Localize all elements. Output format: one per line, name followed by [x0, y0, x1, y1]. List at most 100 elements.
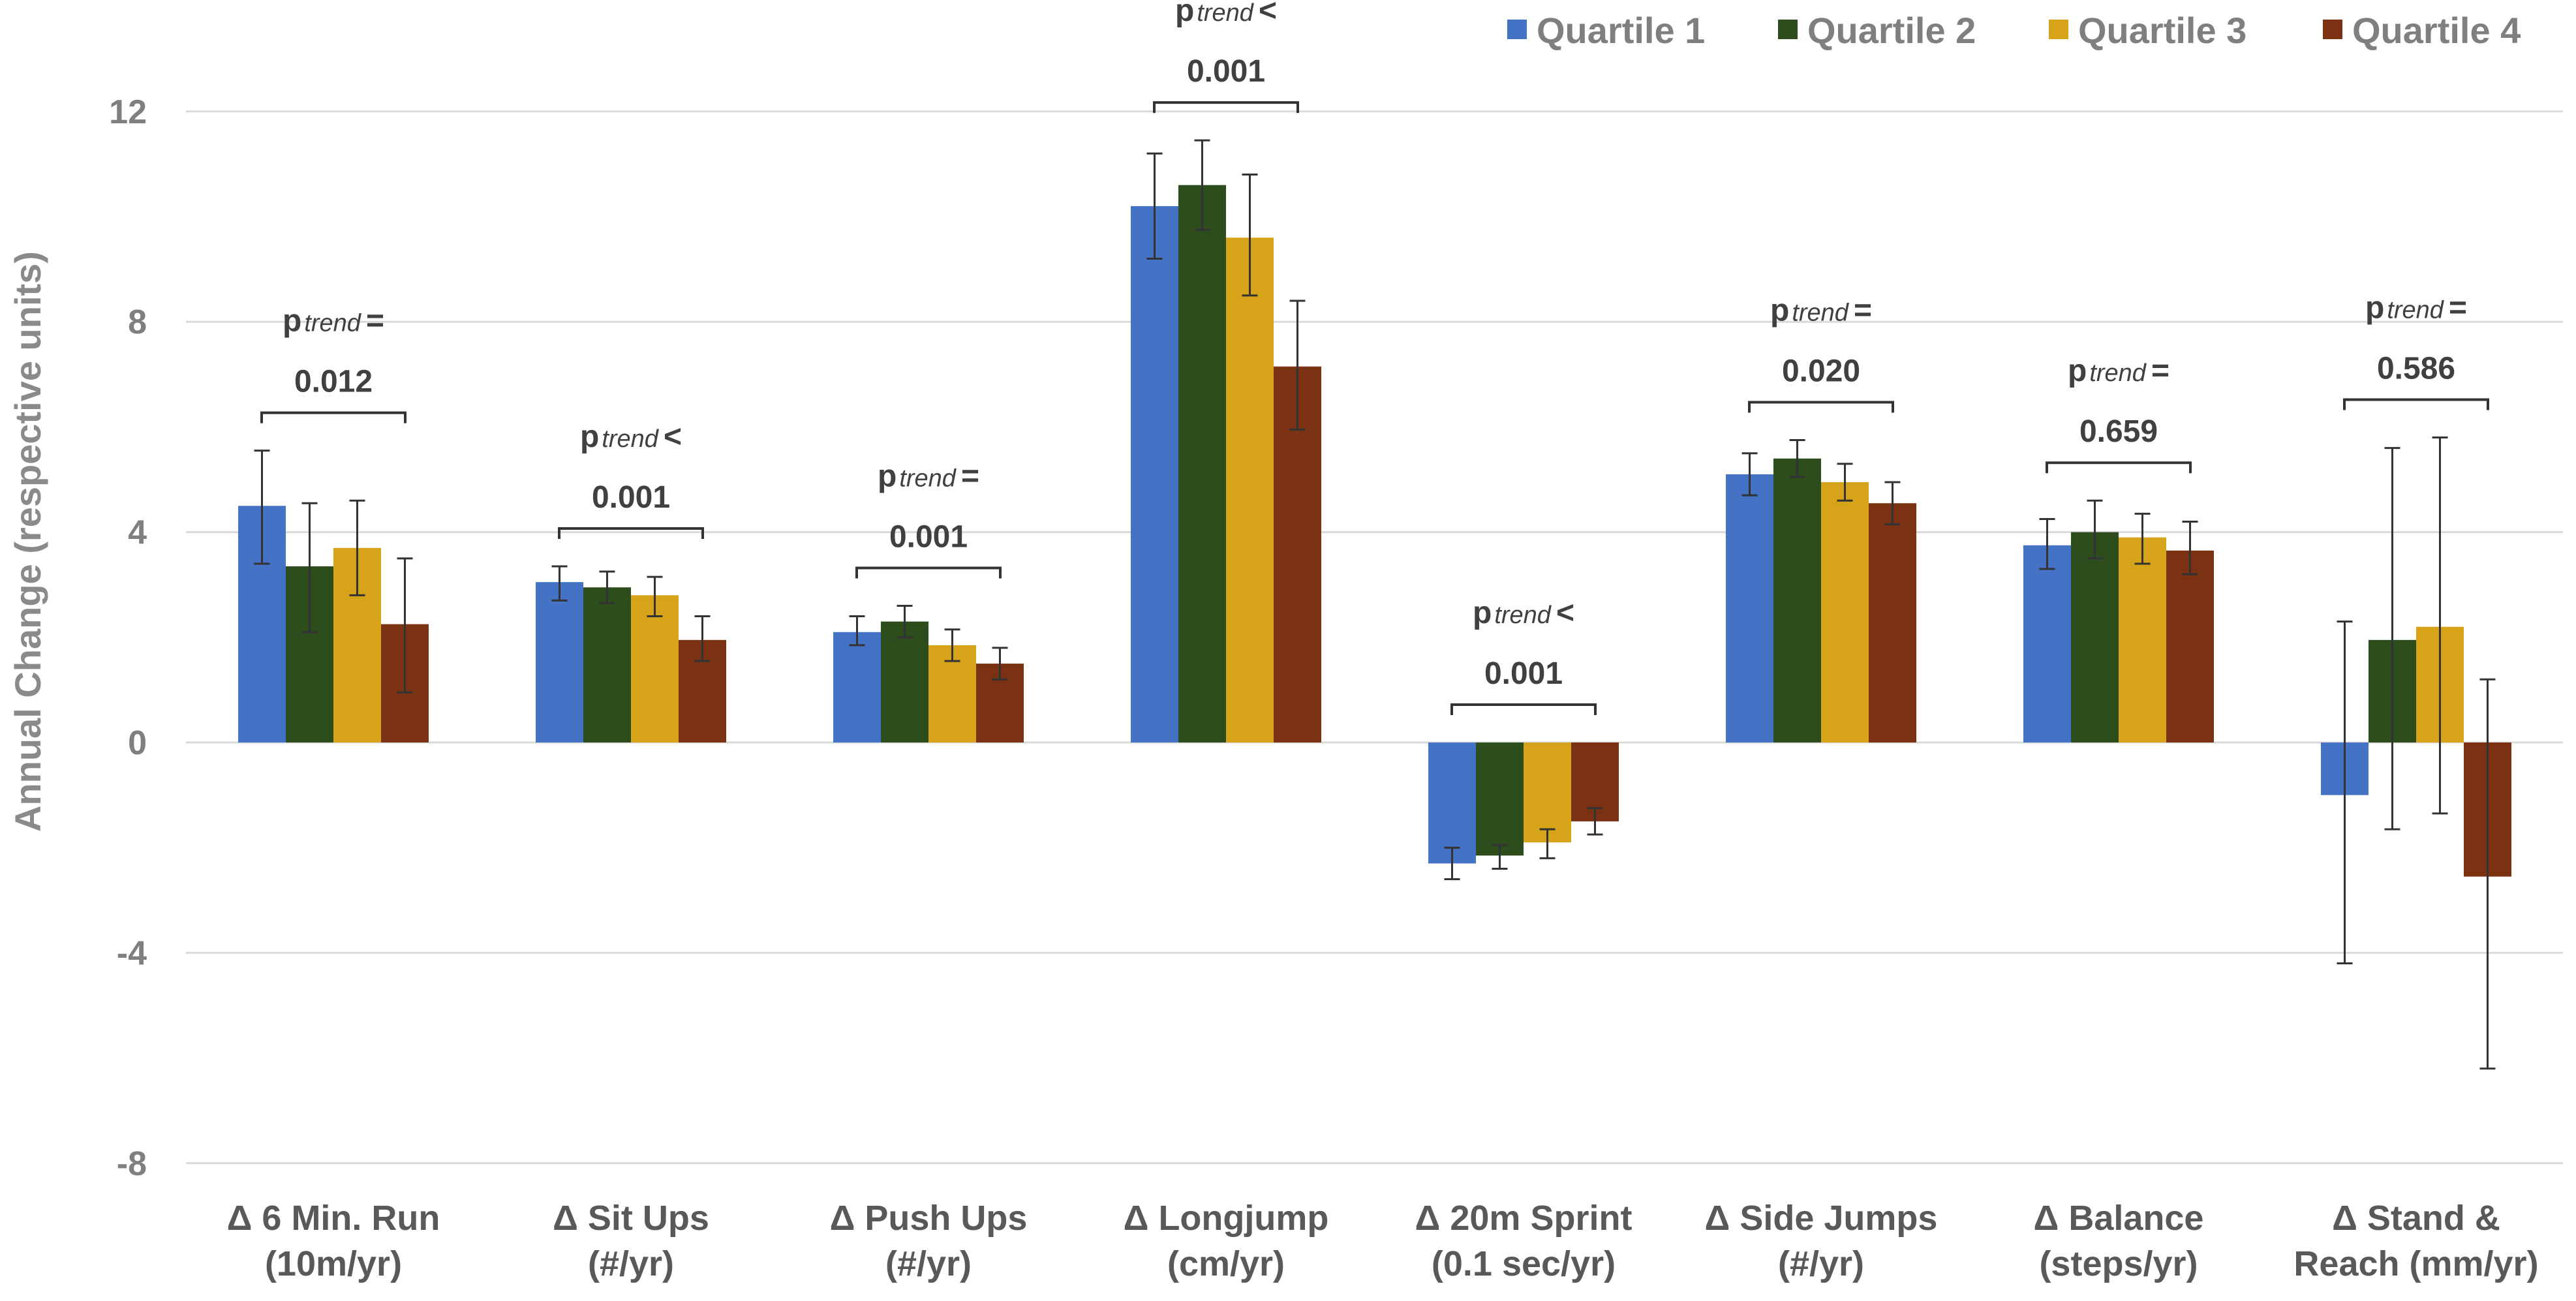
p-subscript: trend [1494, 602, 1552, 629]
x-category-label: Δ Sit Ups [553, 1199, 709, 1238]
y-tick-label: 0 [128, 724, 147, 762]
p-trend-label: p trend = [283, 304, 384, 339]
bar [1226, 237, 1274, 742]
y-axis-label: Annual Change (respective units) [7, 251, 48, 832]
p-subscript: trend [304, 310, 361, 337]
p-subscript: trend [2089, 360, 2147, 387]
category-group [238, 450, 429, 742]
legend-label: Quartile 3 [2078, 10, 2246, 51]
bar [1869, 503, 1916, 742]
legend-item: Quartile 4 [2323, 10, 2521, 51]
p-value: 0.012 [294, 365, 373, 399]
p-relation: = [961, 459, 979, 493]
bar [1476, 742, 1524, 856]
category-group [1428, 742, 1619, 881]
p-trend-label: p trend < [1175, 0, 1277, 28]
p-relation: < [1556, 596, 1574, 630]
p-value: 0.020 [1782, 354, 1860, 389]
bar [2071, 532, 2119, 742]
x-category-label: Δ Stand & [2332, 1199, 2500, 1238]
x-category-label: Δ Longjump [1124, 1199, 1329, 1238]
p-relation: = [1854, 294, 1872, 328]
bar [2166, 550, 2214, 742]
x-category-unit: (#/yr) [588, 1244, 674, 1283]
bars [238, 139, 2511, 1070]
significance-bracket [2046, 461, 2192, 474]
x-category-unit: Reach (mm/yr) [2293, 1244, 2538, 1283]
bar [2119, 537, 2166, 742]
category-group [2321, 436, 2511, 1070]
y-tick-label: 12 [109, 93, 147, 131]
y-tick-label: 4 [128, 514, 147, 552]
bar [2023, 545, 2071, 742]
p-symbol: p [1473, 596, 1492, 630]
bar [881, 621, 928, 742]
y-axis-ticks: -8 -4 0 4 8 12 [109, 93, 147, 1183]
x-category-label: Δ 20m Sprint [1415, 1199, 1633, 1238]
p-subscript: trend [1792, 299, 1849, 327]
category-group [833, 604, 1024, 742]
bar [1428, 742, 1476, 864]
legend-label: Quartile 4 [2352, 10, 2521, 51]
legend-label: Quartile 2 [1807, 10, 1976, 51]
p-subscript: trend [1197, 0, 1254, 27]
significance-bracket [260, 411, 406, 423]
p-symbol: p [1175, 0, 1194, 28]
bar [1178, 185, 1226, 742]
bar [583, 587, 631, 742]
significance-bracket [1748, 401, 1894, 413]
p-relation: < [1259, 0, 1277, 28]
p-symbol: p [2365, 291, 2384, 326]
p-trend-label: p trend = [2365, 291, 2467, 326]
x-category-unit: (0.1 sec/yr) [1432, 1244, 1616, 1283]
p-value: 0.586 [2377, 352, 2455, 386]
x-category-unit: (10m/yr) [265, 1244, 402, 1283]
significance-bracket [558, 527, 704, 539]
x-category-unit: (#/yr) [1778, 1244, 1864, 1283]
x-category-unit: (#/yr) [885, 1244, 972, 1283]
bar [833, 632, 881, 742]
y-tick-label: -8 [117, 1145, 147, 1183]
bar [631, 595, 679, 742]
p-symbol: p [283, 304, 301, 339]
legend-swatch [1778, 20, 1798, 39]
p-value: 0.659 [2079, 414, 2158, 449]
p-subscript: trend [602, 425, 659, 453]
significance-bracket [1153, 101, 1299, 114]
bar [536, 582, 583, 742]
p-trend-label: p trend = [878, 459, 979, 493]
category-group [1726, 439, 1916, 742]
category-group [536, 565, 726, 742]
legend-item: Quartile 1 [1507, 10, 1705, 51]
category-group [2023, 499, 2214, 742]
p-relation: < [664, 420, 682, 454]
p-trend-label: p trend = [1770, 294, 1872, 328]
p-trend-label: p trend = [2068, 354, 2170, 388]
bar [1726, 474, 1773, 742]
x-category-label: Δ 6 Min. Run [227, 1199, 440, 1238]
x-category-unit: (cm/yr) [1167, 1244, 1285, 1283]
p-relation: = [366, 304, 384, 339]
bar [1821, 482, 1869, 742]
p-value: 0.001 [889, 519, 968, 554]
x-axis-labels: Δ 6 Min. Run (10m/yr) Δ Sit Ups (#/yr) Δ Pus… [227, 1199, 2539, 1283]
legend-swatch [2323, 20, 2342, 39]
p-subscript: trend [899, 465, 957, 492]
y-tick-label: 8 [128, 303, 147, 341]
y-tick-label: -4 [117, 934, 147, 972]
p-symbol: p [1770, 294, 1789, 328]
x-category-label: Δ Balance [2034, 1199, 2204, 1238]
p-value: 0.001 [592, 480, 670, 515]
category-group [1131, 139, 1321, 742]
p-relation: = [2151, 354, 2170, 388]
p-trend-label: p trend < [1473, 596, 1574, 630]
bar [1131, 206, 1178, 742]
significance-bracket [1450, 703, 1597, 715]
legend-item: Quartile 3 [2049, 10, 2246, 51]
x-category-label: Δ Side Jumps [1705, 1199, 1938, 1238]
p-trend-label: p trend < [580, 420, 682, 454]
p-symbol: p [580, 420, 599, 454]
p-subscript: trend [2387, 297, 2444, 324]
